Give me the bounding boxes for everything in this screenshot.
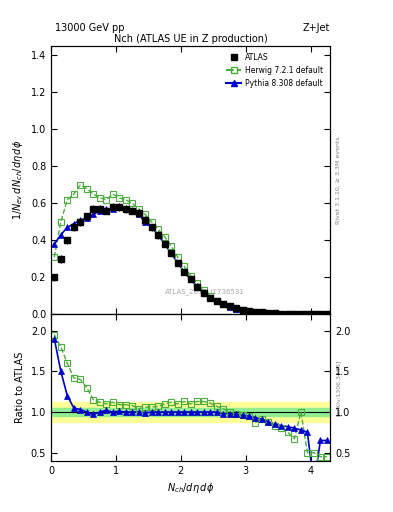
X-axis label: $N_{ch}/d\eta\,d\phi$: $N_{ch}/d\eta\,d\phi$ <box>167 481 214 495</box>
Text: [arXiv:1306.3436]: [arXiv:1306.3436] <box>336 359 341 416</box>
Text: Z+Jet: Z+Jet <box>303 23 330 33</box>
Y-axis label: Ratio to ATLAS: Ratio to ATLAS <box>15 352 25 423</box>
Legend: ATLAS, Herwig 7.2.1 default, Pythia 8.308 default: ATLAS, Herwig 7.2.1 default, Pythia 8.30… <box>223 50 326 91</box>
Text: ATLAS_2019_I1736531: ATLAS_2019_I1736531 <box>165 288 244 295</box>
Text: 13000 GeV pp: 13000 GeV pp <box>55 23 125 33</box>
Title: Nch (ATLAS UE in Z production): Nch (ATLAS UE in Z production) <box>114 34 268 44</box>
Text: Rivet 3.1.10, ≥ 3.3M events: Rivet 3.1.10, ≥ 3.3M events <box>336 136 341 224</box>
Y-axis label: $1/N_{ev}\,dN_{ch}/d\eta\,d\phi$: $1/N_{ev}\,dN_{ch}/d\eta\,d\phi$ <box>11 140 25 220</box>
